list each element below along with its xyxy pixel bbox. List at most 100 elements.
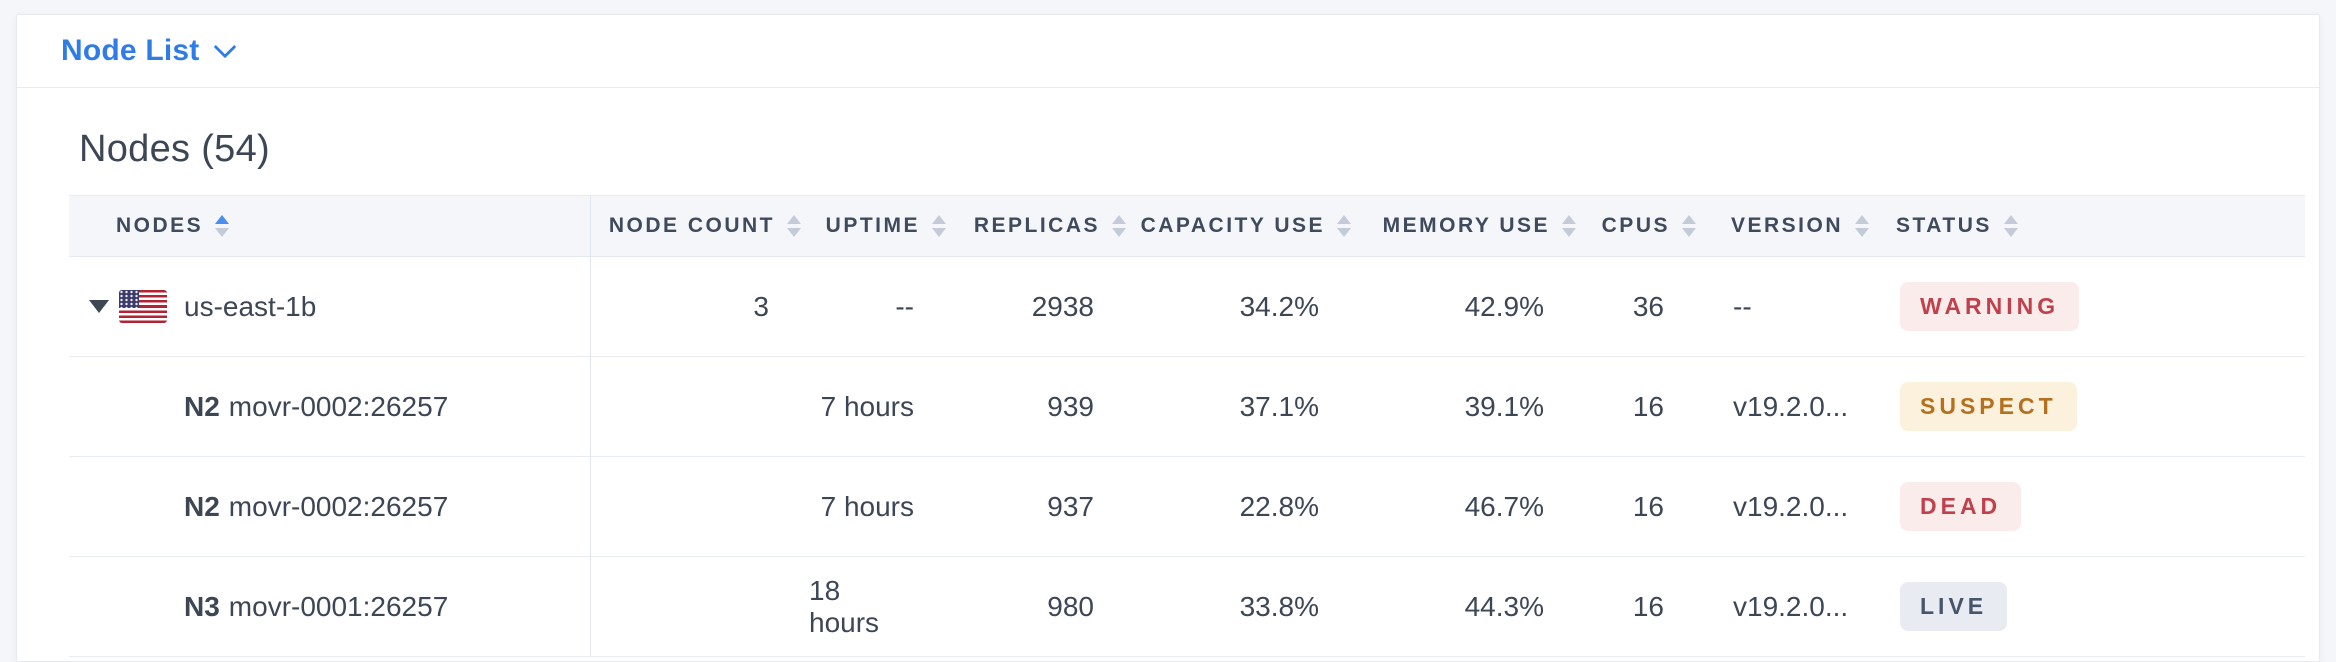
status-badge: LIVE	[1900, 582, 2008, 631]
node-count-cell	[591, 457, 809, 556]
table-row[interactable]: N2 movr-0002:26257 7 hours 939 37.1% 39.…	[69, 357, 2305, 457]
uptime-cell: 7 hours	[820, 390, 914, 422]
node-count-cell	[591, 557, 809, 656]
sort-icon[interactable]	[215, 215, 230, 237]
cpus-cell: 36	[1632, 290, 1664, 322]
uptime-cell: 18 hours	[809, 574, 880, 638]
capacity-use-cell: 33.8%	[1239, 590, 1319, 622]
node-name: movr-0002:26257	[228, 390, 449, 422]
nodes-cell: us-east-1b	[69, 257, 591, 356]
nodes-table: NODES NODE COUNT UPTIME REPLICAS CAPACITY US…	[69, 195, 2305, 657]
sort-down-arrow	[787, 228, 801, 237]
content-area: Nodes (54) NODES NODE COUNT UPTIME REPLICAS…	[17, 128, 2319, 657]
node-id: N2	[184, 390, 220, 422]
sort-icon[interactable]	[1337, 215, 1351, 237]
node-name: movr-0002:26257	[228, 490, 449, 522]
memory-use-cell: 39.1%	[1464, 390, 1544, 422]
table-body: us-east-1b 3 -- 2938 34.2% 42.9% 36 -- W…	[69, 257, 2305, 657]
nodes-cell: N3 movr-0001:26257	[69, 557, 591, 656]
status-cell: SUSPECT	[1854, 357, 2305, 456]
nodes-cell: N2 movr-0002:26257	[69, 457, 591, 556]
sort-up-arrow	[1337, 215, 1351, 224]
sort-up-arrow	[215, 215, 230, 224]
sort-icon[interactable]	[932, 215, 946, 237]
page-title: Nodes (54)	[79, 128, 270, 170]
replicas-cell: 980	[1047, 590, 1094, 622]
column-header-capacity_use[interactable]: CAPACITY USE	[1134, 196, 1359, 256]
status-badge: SUSPECT	[1900, 382, 2077, 431]
sort-icon[interactable]	[1682, 215, 1696, 237]
capacity-use-cell: 37.1%	[1239, 390, 1319, 422]
uptime-cell: --	[895, 290, 914, 322]
uptime-cell: 7 hours	[820, 490, 914, 522]
cpus-cell: 16	[1632, 590, 1664, 622]
column-label: CAPACITY USE	[1140, 214, 1325, 237]
version-cell: --	[1733, 290, 1752, 322]
nodes-cell: N2 movr-0002:26257	[69, 357, 591, 456]
column-label: STATUS	[1896, 214, 1992, 237]
node-id: N2	[184, 490, 220, 522]
top-bar: Node List	[17, 15, 2319, 88]
capacity-use-cell: 22.8%	[1239, 490, 1319, 522]
column-header-nodes[interactable]: NODES	[69, 196, 591, 256]
column-header-version[interactable]: VERSION	[1704, 196, 1870, 256]
table-row[interactable]: N3 movr-0001:26257 18 hours 980 33.8% 44…	[69, 557, 2305, 657]
flag-canton	[119, 290, 139, 308]
node-name: movr-0001:26257	[228, 590, 449, 622]
column-label: UPTIME	[825, 214, 920, 237]
column-label: MEMORY USE	[1382, 214, 1550, 237]
table-header-row: NODES NODE COUNT UPTIME REPLICAS CAPACITY US…	[69, 195, 2305, 257]
memory-use-cell: 44.3%	[1464, 590, 1544, 622]
cpus-cell: 16	[1632, 390, 1664, 422]
sort-down-arrow	[1112, 228, 1126, 237]
column-header-cpus[interactable]: CPUS	[1584, 196, 1704, 256]
sort-up-arrow	[1112, 215, 1126, 224]
chevron-down-icon[interactable]	[214, 35, 237, 59]
status-cell: LIVE	[1854, 557, 2305, 656]
sort-icon[interactable]	[1562, 215, 1576, 237]
node-count-cell: 3	[753, 290, 769, 322]
sort-icon[interactable]	[2003, 215, 2018, 237]
column-header-uptime[interactable]: UPTIME	[809, 196, 954, 256]
sort-up-arrow	[1562, 215, 1576, 224]
node-count-cell	[591, 357, 809, 456]
column-header-replicas[interactable]: REPLICAS	[954, 196, 1134, 256]
memory-use-cell: 46.7%	[1464, 490, 1544, 522]
sort-up-arrow	[787, 215, 801, 224]
version-cell: v19.2.0...	[1733, 390, 1849, 422]
version-cell: v19.2.0...	[1733, 490, 1849, 522]
sort-down-arrow	[1682, 228, 1696, 237]
sort-up-arrow	[2003, 215, 2018, 224]
status-cell: DEAD	[1854, 457, 2305, 556]
sort-up-arrow	[1855, 215, 1870, 224]
node-id: N3	[184, 590, 220, 622]
status-badge: WARNING	[1900, 282, 2080, 331]
sort-icon[interactable]	[1855, 215, 1870, 237]
sort-down-arrow	[1562, 228, 1576, 237]
caret-down-glyph	[89, 300, 109, 313]
sort-up-arrow	[932, 215, 946, 224]
column-header-memory_use[interactable]: MEMORY USE	[1359, 196, 1584, 256]
column-header-status[interactable]: STATUS	[1854, 196, 2305, 256]
column-label: NODE COUNT	[608, 214, 775, 237]
us-flag-icon	[119, 290, 167, 323]
collapse-caret-icon[interactable]	[89, 300, 109, 313]
node-list-dropdown[interactable]: Node List	[61, 34, 200, 67]
table-row[interactable]: us-east-1b 3 -- 2938 34.2% 42.9% 36 -- W…	[69, 257, 2305, 357]
status-cell: WARNING	[1854, 257, 2305, 356]
replicas-cell: 2938	[1031, 290, 1094, 322]
replicas-cell: 937	[1047, 490, 1094, 522]
capacity-use-cell: 34.2%	[1239, 290, 1319, 322]
memory-use-cell: 42.9%	[1464, 290, 1544, 322]
sort-down-arrow	[932, 228, 946, 237]
column-header-node_count[interactable]: NODE COUNT	[591, 196, 809, 256]
sort-down-arrow	[1337, 228, 1351, 237]
replicas-cell: 939	[1047, 390, 1094, 422]
table-row[interactable]: N2 movr-0002:26257 7 hours 937 22.8% 46.…	[69, 457, 2305, 557]
sort-down-arrow	[1855, 228, 1870, 237]
node-name: us-east-1b	[184, 290, 317, 322]
sort-down-arrow	[2003, 228, 2018, 237]
status-badge: DEAD	[1900, 482, 2022, 531]
sort-icon[interactable]	[1112, 215, 1126, 237]
sort-icon[interactable]	[787, 215, 801, 237]
